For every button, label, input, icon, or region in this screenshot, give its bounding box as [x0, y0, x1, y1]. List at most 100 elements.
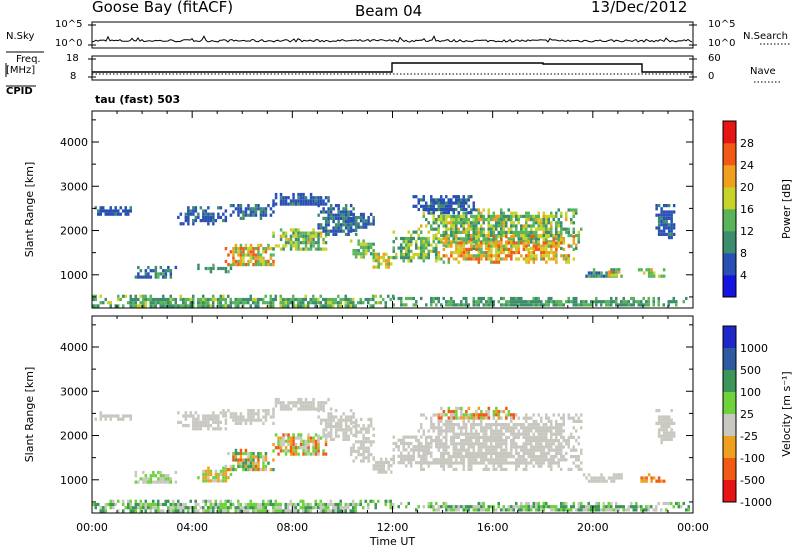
colorbar-segment	[723, 348, 736, 371]
nsky-line	[91, 35, 693, 44]
colorbar-segment	[723, 143, 736, 166]
y-axis-label: Slant Range [km]	[23, 367, 36, 463]
colorbar-segment	[723, 275, 736, 298]
scatter-region	[317, 409, 358, 441]
colorbar-tick-label: 100	[740, 386, 761, 399]
scatter-region	[372, 457, 393, 474]
y-tick-label: 4000	[60, 136, 88, 149]
y-tick-label: 3000	[60, 180, 88, 193]
colorbar-tick-label: 500	[740, 364, 761, 377]
y-tick-label: 1000	[60, 474, 88, 487]
scatter-region	[229, 204, 275, 220]
scatter-region	[92, 294, 395, 308]
x-tick-label: 00:00	[76, 521, 108, 534]
colorbar-tick-label: 16	[740, 203, 754, 216]
scatter-region	[349, 212, 375, 232]
scatter-region	[397, 501, 690, 512]
scatter-region	[177, 206, 228, 226]
colorbar-segment	[723, 480, 736, 503]
scatter-region	[392, 230, 438, 263]
y-axis-label: Slant Range [km]	[23, 162, 36, 258]
power-panel	[92, 192, 688, 308]
nsearch-tick-bottom: 10^0	[708, 38, 736, 49]
colorbar-segment	[723, 370, 736, 393]
x-tick-label: 20:00	[577, 521, 609, 534]
scatter-region	[607, 270, 621, 277]
colorbar-label: Velocity [m s⁻¹]	[780, 371, 793, 456]
station-title: Goose Bay (fitACF)	[92, 0, 234, 16]
x-tick-label: 00:00	[677, 521, 709, 534]
scatter-region	[392, 296, 688, 307]
x-tick-label: 08:00	[276, 521, 308, 534]
colorbar-segment	[723, 231, 736, 254]
colorbar-tick-label: -25	[740, 430, 758, 443]
scatter-region	[412, 195, 475, 215]
y-tick-label: 4000	[60, 341, 88, 354]
y-tick-label: 1000	[60, 269, 88, 282]
x-tick-label: 04:00	[176, 521, 208, 534]
cpid-value: tau (fast) 503	[95, 93, 181, 106]
colorbar-tick-label: 25	[740, 408, 754, 421]
x-tick-label: 16:00	[477, 521, 509, 534]
colorbar-frame	[722, 325, 737, 503]
nsky-tick-top: 10^5	[55, 19, 83, 30]
colorbar-segment	[723, 209, 736, 232]
scatter-region	[92, 499, 395, 513]
colorbar-segment	[723, 458, 736, 481]
scatter-region	[640, 473, 666, 483]
colorbar-segment	[723, 165, 736, 188]
scatter-region	[437, 406, 516, 420]
scatter-region	[417, 208, 583, 250]
freq-label: Freq.	[16, 54, 41, 65]
colorbar-tick-label: 20	[740, 181, 754, 194]
scatter-region	[349, 417, 375, 463]
y-tick-label: 2000	[60, 430, 88, 443]
colorbar-tick-label: 12	[740, 225, 754, 238]
colorbar-segment	[723, 326, 736, 349]
scatter-region	[272, 192, 330, 206]
nave-label: Nave	[750, 66, 776, 77]
scatter-region	[655, 409, 676, 445]
freq-strip-frame	[91, 55, 694, 81]
date-title: 13/Dec/2012	[591, 0, 688, 16]
colorbar-tick-label: -1000	[740, 496, 772, 509]
colorbar-segment	[723, 187, 736, 210]
colorbar-tick-label: 1000	[740, 342, 768, 355]
scatter-region	[317, 204, 358, 236]
colorbar-segment	[723, 392, 736, 415]
scatter-region	[224, 448, 275, 472]
nsky-label: N.Sky	[6, 31, 35, 42]
scatter-region	[94, 206, 132, 216]
scatter-region	[582, 473, 623, 483]
y-tick-label: 2000	[60, 225, 88, 238]
scatter-region	[94, 411, 132, 421]
freq-tick-bottom: 8	[70, 71, 77, 82]
freq-unit: [MHz]	[6, 65, 36, 76]
colorbar-segment	[723, 253, 736, 276]
freq-tick-top: 18	[66, 53, 79, 64]
scatter-region	[437, 235, 576, 264]
velocity-panel	[92, 397, 690, 513]
colorbar-segment	[723, 414, 736, 437]
colorbar-tick-label: -500	[740, 474, 765, 487]
scatter-region	[222, 409, 275, 425]
scatter-region	[134, 265, 178, 279]
x-tick-label: 12:00	[377, 521, 409, 534]
nsearch-label: N.Search	[743, 31, 789, 42]
nsearch-tick-top: 10^5	[708, 19, 736, 30]
scatter-region	[372, 252, 393, 269]
scatter-region	[272, 397, 333, 411]
colorbar-tick-label: 4	[740, 269, 747, 282]
nsky-strip-frame	[91, 21, 694, 49]
nave-tick-bottom: 0	[708, 71, 715, 82]
scatter-region	[134, 470, 178, 484]
scatter-region	[637, 268, 666, 278]
scatter-region	[417, 413, 583, 471]
scatter-region	[655, 204, 676, 240]
nsky-tick-bottom: 10^0	[55, 38, 83, 49]
nave-tick-top: 60	[708, 53, 721, 64]
scatter-region	[197, 466, 233, 483]
colorbar-tick-label: 28	[740, 137, 754, 150]
freq-line	[92, 62, 693, 73]
